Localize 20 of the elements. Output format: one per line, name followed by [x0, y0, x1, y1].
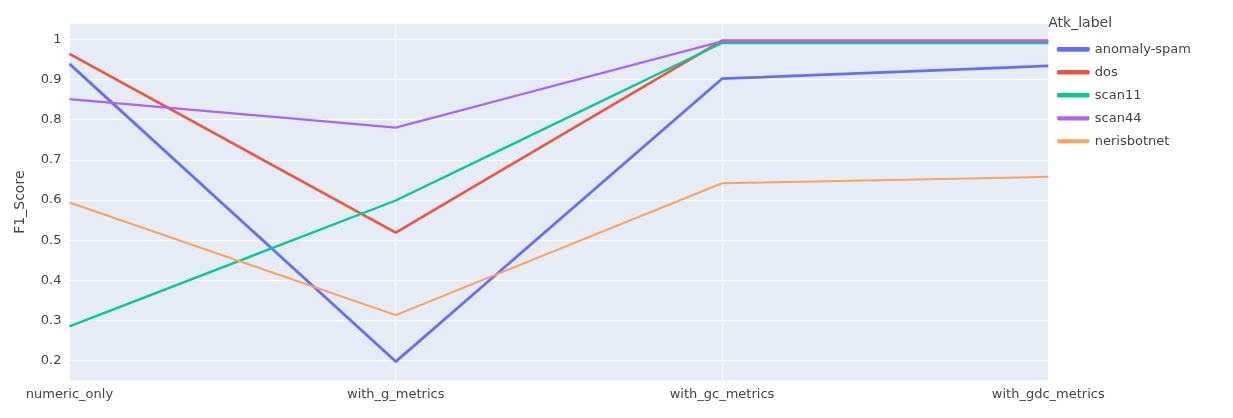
y-tick-label: 1	[53, 31, 62, 47]
x-tick-label: with_gc_metrics	[669, 385, 775, 401]
legend-label: scan11	[1094, 86, 1142, 102]
y-tick-label: 0.9	[40, 71, 62, 87]
legend-label: anomaly-spam	[1094, 40, 1192, 56]
y-tick-label: 0.2	[40, 351, 62, 367]
legend-label: nerisbotnet	[1094, 132, 1170, 148]
y-tick-label: 0.7	[40, 151, 62, 167]
legend-title: Atk_label	[1048, 13, 1113, 30]
y-tick-label: 0.4	[40, 271, 62, 287]
x-tick-label: with_gdc_metrics	[991, 385, 1105, 401]
x-tick-label: with_g_metrics	[347, 385, 445, 401]
legend-label: scan44	[1094, 109, 1142, 125]
x-tick-label: numeric_only	[25, 385, 114, 401]
y-axis-title: F1_Score	[11, 170, 28, 234]
y-tick-label: 0.5	[40, 231, 62, 247]
legend-label: dos	[1094, 63, 1118, 79]
y-tick-label: 0.3	[40, 311, 62, 327]
y-tick-label: 0.8	[40, 111, 62, 127]
y-tick-label: 0.6	[40, 191, 62, 207]
